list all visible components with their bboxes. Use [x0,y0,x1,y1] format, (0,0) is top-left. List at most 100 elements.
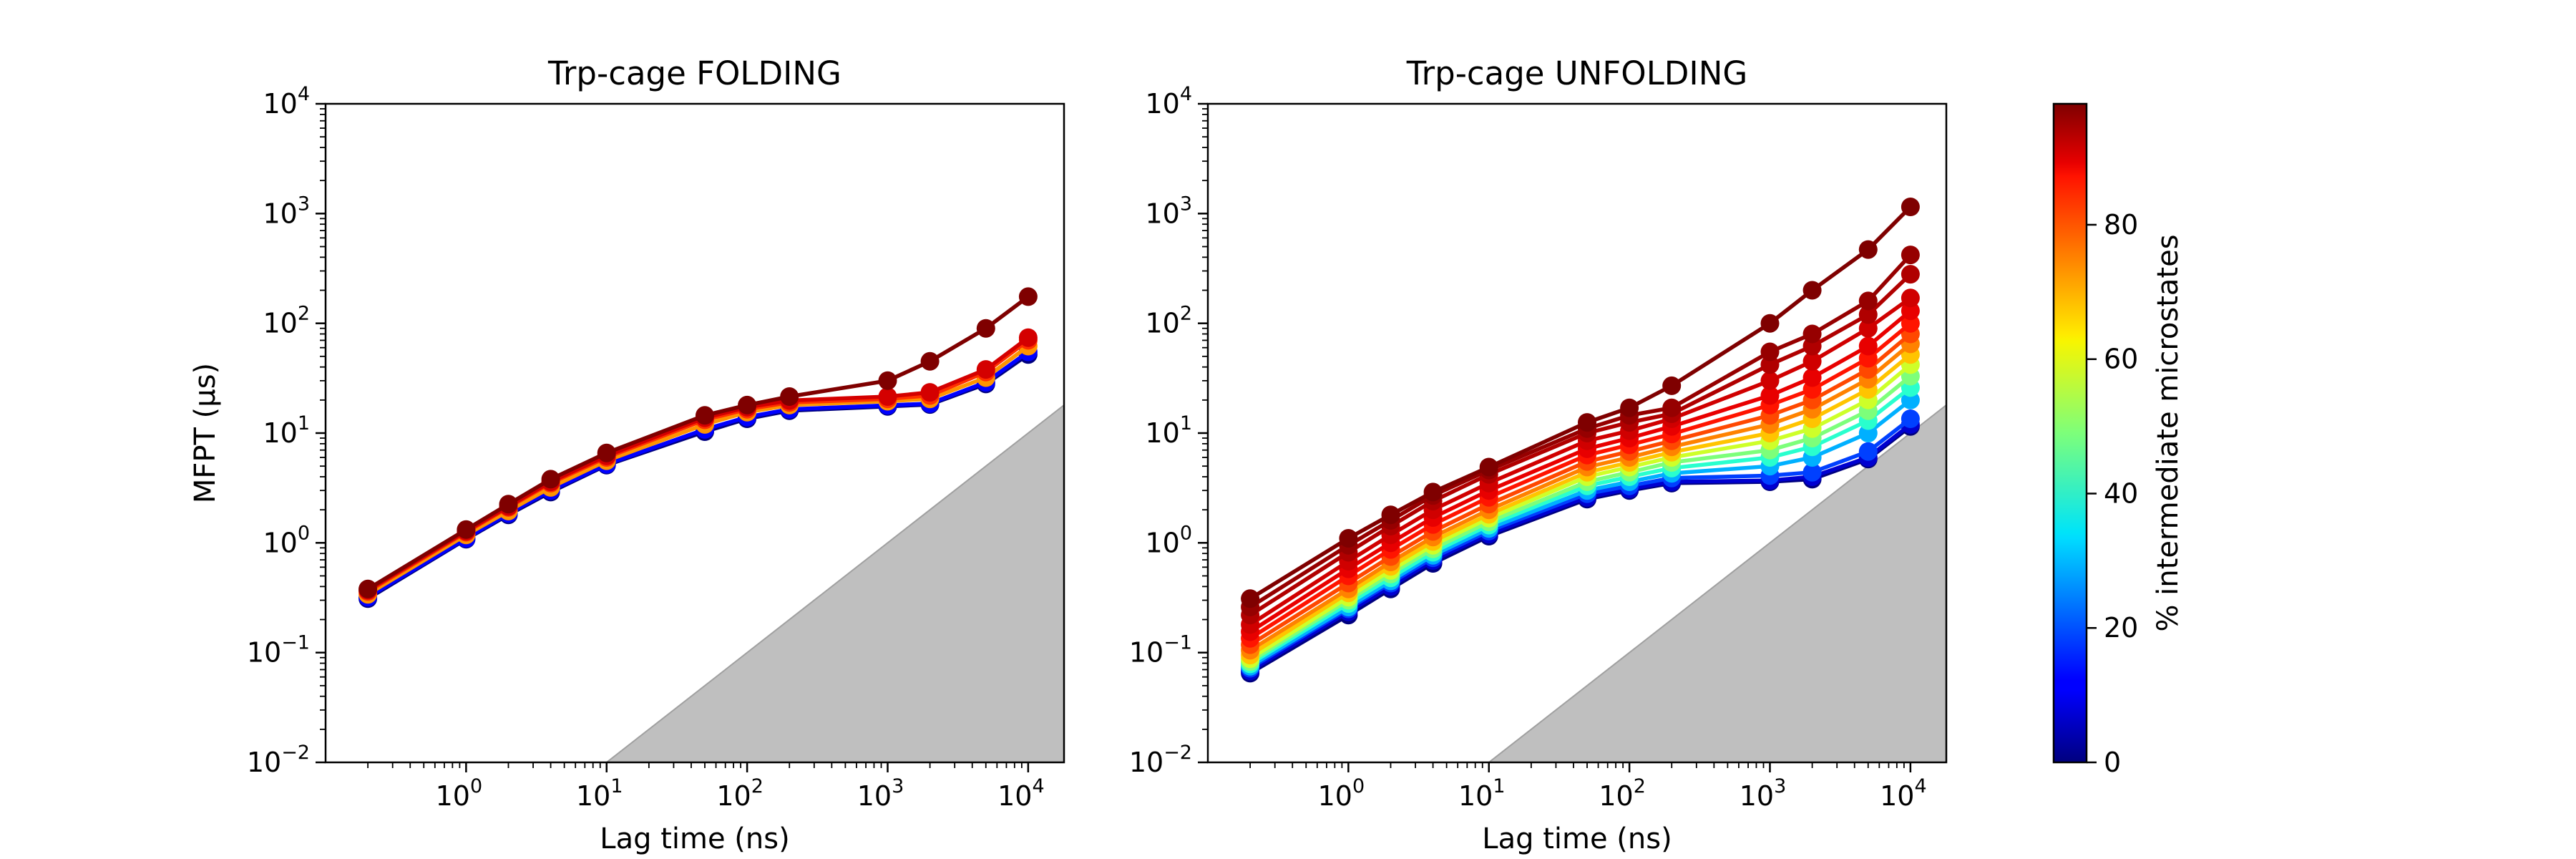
unfolding-data-point [1901,288,1920,308]
unfolding-shaded-region [1488,404,1946,762]
folding-data-point [358,579,378,598]
unfolding-panel: Trp-cage UNFOLDING 100 101 102 103 104 10−21… [1129,54,1948,855]
folding-y-tick-label: 100 [263,522,310,558]
unfolding-data-point [1802,462,1822,482]
folding-x-ticks: 100 101 102 103 104 [367,762,1045,812]
folding-series-group [358,287,1038,608]
folding-y-tick-label: 10−2 [247,742,310,778]
folding-series-98 [358,287,1038,598]
unfolding-data-point [1802,368,1822,387]
unfolding-x-label: Lag time (ns) [1482,822,1672,855]
unfolding-series-group [1241,198,1920,683]
folding-y-tick-label: 103 [263,193,310,229]
unfolding-data-point [1760,355,1780,374]
folding-x-tick-label: 100 [436,775,483,812]
colorbar-tick-label: 80 [2104,209,2138,241]
unfolding-data-point [1578,413,1596,432]
folding-y-tick-label: 10−1 [247,632,310,669]
unfolding-data-point [1760,342,1780,361]
unfolding-data-point [1901,409,1920,428]
unfolding-data-point [1901,198,1920,216]
unfolding-data-point [1760,314,1780,333]
unfolding-data-point [1858,291,1878,311]
folding-data-point [920,351,940,371]
unfolding-data-point [1760,386,1780,405]
unfolding-y-tick-label: 10−2 [1129,742,1192,778]
unfolding-title: Trp-cage UNFOLDING [1406,54,1747,92]
folding-data-point [457,520,476,539]
unfolding-y-tick-label: 103 [1145,193,1192,229]
unfolding-y-tick-label: 10−1 [1129,632,1192,669]
folding-y-tick-label: 104 [263,83,310,120]
unfolding-data-point [1901,265,1920,284]
folding-data-point [597,443,616,462]
folding-data-point [780,387,799,406]
colorbar-gradient [2052,102,2088,764]
folding-data-point [976,319,995,338]
folding-y-tick-label: 101 [263,412,310,449]
unfolding-data-point [1241,589,1260,608]
unfolding-data-point [1479,457,1498,477]
unfolding-data-point [1802,281,1822,300]
colorbar-tick-label: 40 [2104,477,2138,509]
unfolding-x-tick-label: 100 [1318,775,1365,812]
folding-x-label: Lag time (ns) [600,822,789,855]
unfolding-data-point [1760,371,1780,390]
colorbar-ticks: 0 20 40 60 80 [2087,209,2138,778]
folding-data-point [1018,328,1038,347]
unfolding-x-tick-label: 102 [1599,775,1646,812]
colorbar: 0 20 40 60 80 % intermediate microstates [2052,102,2185,778]
unfolding-y-tick-label: 100 [1145,522,1192,558]
folding-data-point [878,371,897,390]
folding-x-tick-label: 102 [716,775,763,812]
unfolding-data-point [1858,305,1878,324]
folding-x-tick-label: 103 [857,775,904,812]
unfolding-y-tick-label: 102 [1145,303,1192,339]
colorbar-tick-label: 0 [2104,747,2121,778]
folding-y-tick-label: 102 [263,303,310,339]
unfolding-shaded-triangle [1488,404,1946,762]
unfolding-data-point [1802,324,1822,344]
unfolding-data-point [1381,505,1400,525]
unfolding-data-point [1662,398,1682,417]
unfolding-data-point [1423,482,1443,502]
unfolding-data-point [1802,351,1822,371]
colorbar-tick-label: 60 [2104,344,2138,375]
folding-data-point [696,406,714,425]
unfolding-x-tick-label: 103 [1740,775,1787,812]
folding-shaded-triangle [605,404,1064,762]
folding-data-point [1018,287,1038,306]
folding-data-point [976,360,995,379]
unfolding-y-tick-label: 104 [1145,83,1192,120]
folding-data-point [878,387,897,406]
unfolding-data-point [1858,240,1878,259]
unfolding-x-tick-label: 101 [1458,775,1506,812]
folding-shaded-region [605,404,1064,762]
unfolding-data-point [1662,376,1682,395]
unfolding-y-tick-label: 101 [1145,412,1192,449]
colorbar-tick-label: 20 [2104,612,2138,644]
unfolding-data-point [1858,336,1878,356]
unfolding-data-point [1339,529,1358,548]
folding-y-ticks: 10−2 10−1 100 101 102 103 104 [247,83,326,778]
folding-x-tick-label: 104 [997,775,1045,812]
folding-panel: Trp-cage FOLDING 100 101 102 103 104 10−210−… [189,54,1065,855]
folding-data-point [499,495,518,514]
unfolding-x-ticks: 100 101 102 103 104 [1249,762,1927,812]
folding-y-label: MFPT (μs) [189,363,222,503]
unfolding-data-point [1901,246,1920,265]
unfolding-y-ticks: 10−2 10−1 100 101 102 103 104 [1129,83,1208,778]
unfolding-series-99 [1241,198,1920,608]
unfolding-data-point [1620,398,1639,417]
unfolding-data-point [1858,442,1878,461]
folding-data-point [541,470,560,489]
folding-x-tick-label: 101 [576,775,623,812]
unfolding-x-tick-label: 104 [1880,775,1927,812]
folding-data-point [738,395,757,414]
folding-title: Trp-cage FOLDING [547,54,841,92]
unfolding-data-point [1858,319,1878,338]
unfolding-data-point [1901,301,1920,321]
colorbar-label: % intermediate microstates [2152,234,2185,631]
folding-data-point [920,383,940,402]
